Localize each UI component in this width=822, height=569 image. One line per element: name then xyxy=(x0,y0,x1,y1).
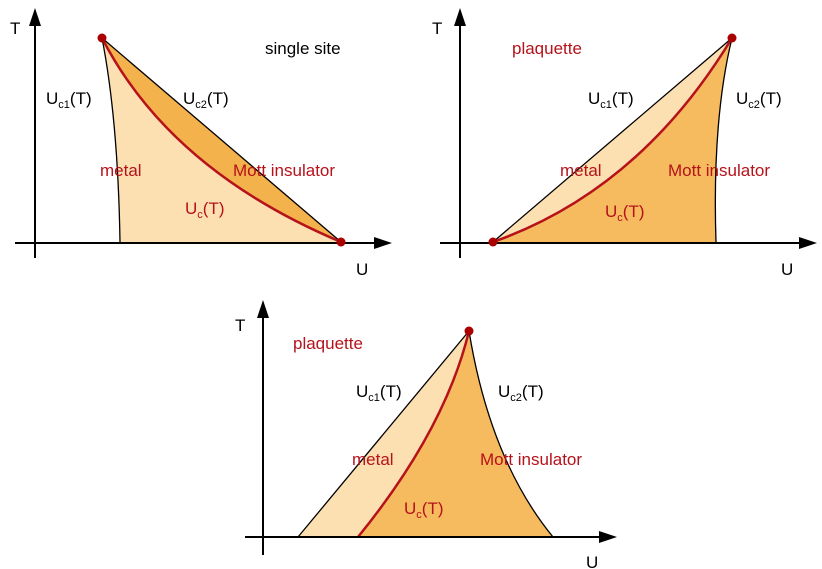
panel-title: plaquette xyxy=(293,334,363,353)
curve-subscript: c1 xyxy=(368,392,380,404)
curve-symbol: U xyxy=(185,199,197,218)
curve-subscript: c2 xyxy=(510,392,522,404)
arrow xyxy=(799,237,817,249)
curve-label: Uc(T) xyxy=(404,499,444,521)
axis-label-t: T xyxy=(235,316,245,335)
curve-argument: (T) xyxy=(203,199,225,218)
uc-line xyxy=(357,330,471,538)
uc1-line xyxy=(101,37,121,243)
critical-point xyxy=(97,33,107,43)
curve-label: Uc(T) xyxy=(185,199,225,221)
curve-symbol: U xyxy=(605,202,617,221)
arrow xyxy=(454,8,466,26)
uc2-line xyxy=(468,330,554,538)
region-label: Mott insulator xyxy=(480,450,582,469)
metal-region xyxy=(102,38,341,242)
axis-label-t: T xyxy=(10,19,20,38)
curve-symbol: U xyxy=(736,89,748,108)
curve-symbol: U xyxy=(183,89,195,108)
critical-point xyxy=(488,237,498,247)
critical-point xyxy=(336,237,346,247)
curve-label: Uc1(T) xyxy=(46,89,92,111)
arrow xyxy=(374,237,392,249)
curve-argument: (T) xyxy=(380,382,402,401)
curve-argument: (T) xyxy=(760,89,782,108)
axis-label-u: U xyxy=(586,553,598,569)
curve-argument: (T) xyxy=(612,89,634,108)
curve-argument: (T) xyxy=(70,89,92,108)
critical-point xyxy=(464,326,474,336)
curve-subscript: c2 xyxy=(748,99,760,111)
curve-symbol: U xyxy=(356,382,368,401)
curve-symbol: U xyxy=(588,89,600,108)
arrow xyxy=(257,300,269,318)
curve-subscript: c xyxy=(617,212,623,224)
arrow xyxy=(599,531,617,543)
curve-symbol: U xyxy=(498,382,510,401)
curve-symbol: U xyxy=(404,499,416,518)
panel-title: plaquette xyxy=(512,39,582,58)
axis-label-u: U xyxy=(356,260,368,279)
uc2-line xyxy=(714,37,733,243)
uc1-line xyxy=(297,330,470,538)
curve-argument: (T) xyxy=(207,89,229,108)
curve-label: Uc1(T) xyxy=(356,382,402,404)
curve-label: Uc2(T) xyxy=(498,382,544,404)
panel-single-site xyxy=(15,8,392,258)
curve-symbol: U xyxy=(46,89,58,108)
uc1-line xyxy=(492,37,733,243)
curve-subscript: c1 xyxy=(600,99,612,111)
critical-point xyxy=(727,33,737,43)
curve-argument: (T) xyxy=(522,382,544,401)
curve-subscript: c xyxy=(416,509,422,521)
curve-label: Uc2(T) xyxy=(736,89,782,111)
region-label: metal xyxy=(560,161,602,180)
axis-label-t: T xyxy=(432,19,442,38)
coexistence-region xyxy=(493,38,732,242)
curve-subscript: c1 xyxy=(58,99,70,111)
curve-label: Uc1(T) xyxy=(588,89,634,111)
curve-subscript: c2 xyxy=(195,99,207,111)
region-label: metal xyxy=(100,161,142,180)
curve-argument: (T) xyxy=(623,202,645,221)
uc-line xyxy=(492,37,734,244)
axis-label-u: U xyxy=(781,260,793,279)
insulator-region xyxy=(358,331,553,537)
region-label: Mott insulator xyxy=(668,161,770,180)
curve-label: Uc(T) xyxy=(605,202,645,224)
curve-subscript: c xyxy=(197,209,203,221)
uc-line xyxy=(100,37,342,244)
curve-label: Uc2(T) xyxy=(183,89,229,111)
panel-title: single site xyxy=(265,39,341,58)
arrow xyxy=(29,8,41,26)
panel-plaquette xyxy=(440,8,817,258)
panel-plaquette-2 xyxy=(245,300,617,555)
region-label: Mott insulator xyxy=(233,161,335,180)
region-label: metal xyxy=(352,450,394,469)
uc2-line xyxy=(101,37,342,243)
curve-argument: (T) xyxy=(422,499,444,518)
